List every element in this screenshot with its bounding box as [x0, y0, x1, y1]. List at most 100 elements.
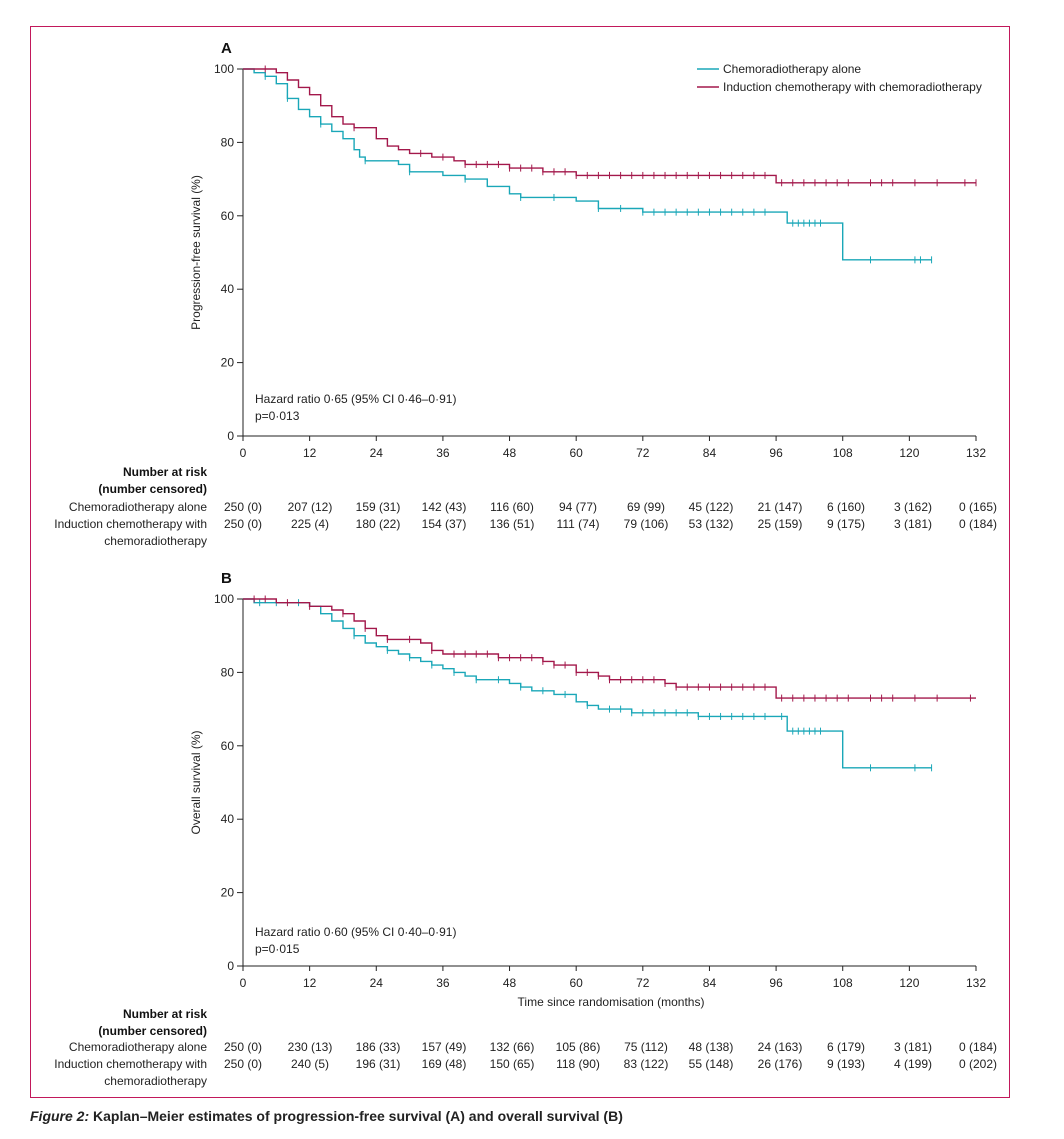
panel-b-risk-value: 196 (31) — [356, 1057, 401, 1071]
panel-b-risk-value: 4 (199) — [894, 1057, 932, 1071]
panel-a-x-tick-label: 36 — [436, 446, 450, 460]
panel-a-y-tick-label: 20 — [221, 356, 235, 370]
panel-a-risk-value: 79 (106) — [624, 517, 669, 531]
caption-label: Figure 2: — [30, 1108, 90, 1124]
panel-b-y-axis-label: Overall survival (%) — [189, 730, 203, 834]
panel-a-risk-value: 136 (51) — [490, 517, 535, 531]
panel-b-risk-value: 75 (112) — [624, 1040, 668, 1054]
panel-b-risk-value: 9 (193) — [827, 1057, 865, 1071]
panel-b-y-tick-label: 80 — [221, 665, 235, 679]
panel-b-title: B — [221, 570, 232, 587]
panel-a-x-tick-label: 24 — [370, 446, 384, 460]
panel-a-risk-header: (number censored) — [98, 482, 207, 496]
panel-b-risk-header: (number censored) — [98, 1024, 207, 1038]
panel-b-risk-value: 6 (179) — [827, 1040, 865, 1054]
panel-b-x-tick-label: 120 — [899, 976, 919, 990]
panel-a-risk-value: 142 (43) — [422, 500, 467, 514]
panel-a-risk-value: 25 (159) — [758, 517, 803, 531]
panel-a-risk-row-label: Induction chemotherapy with — [54, 517, 207, 531]
panel-b-risk-value: 169 (48) — [422, 1057, 467, 1071]
panel-b-risk-value: 157 (49) — [422, 1040, 467, 1054]
panel-a-x-tick-label: 0 — [240, 446, 247, 460]
panel-b-risk-row-label: Induction chemotherapy with — [54, 1057, 207, 1071]
panel-b-risk-row-label: chemoradiotherapy — [104, 1074, 207, 1088]
panel-b-x-tick-label: 84 — [703, 976, 717, 990]
panel-b-x-axis-label: Time since randomisation (months) — [518, 995, 705, 1009]
panel-a-title: A — [221, 40, 232, 57]
panel-b-risk-value: 250 (0) — [224, 1040, 262, 1054]
panel-a-risk-value: 111 (74) — [557, 517, 600, 531]
panel-a-y-tick-label: 60 — [221, 209, 235, 223]
panel-b-risk-value: 118 (90) — [556, 1057, 600, 1071]
panel-b-risk-value: 24 (163) — [758, 1040, 803, 1054]
panel-b-x-tick-label: 108 — [833, 976, 853, 990]
panel-b-y-tick-label: 60 — [221, 739, 235, 753]
panel-a-risk-header: Number at risk — [123, 465, 207, 479]
panel-a-risk-value: 69 (99) — [627, 500, 665, 514]
panel-a-risk-value: 21 (147) — [758, 500, 803, 514]
panel-a-hazard-annotation: p=0·013 — [255, 409, 300, 423]
panel-b-risk-value: 230 (13) — [288, 1040, 333, 1054]
panel-a-y-tick-label: 100 — [214, 62, 234, 76]
panel-a-risk-value: 53 (132) — [689, 517, 734, 531]
panel-a-series-cra-line — [243, 68, 932, 261]
panel-a-risk-value: 154 (37) — [422, 517, 467, 531]
panel-b-hazard-annotation: Hazard ratio 0·60 (95% CI 0·40–0·91) — [255, 925, 456, 939]
legend-label-cra: Chemoradiotherapy alone — [723, 62, 861, 76]
panel-b-x-tick-label: 36 — [436, 976, 450, 990]
panel-b-x-tick-label: 48 — [503, 976, 517, 990]
panel-b-series-ic-line — [243, 598, 976, 699]
panel-a-risk-value: 6 (160) — [827, 500, 865, 514]
panel-b-risk-row-label: Chemoradiotherapy alone — [69, 1040, 207, 1054]
panel-a-risk-value: 94 (77) — [559, 500, 597, 514]
panel-b-risk-value: 150 (65) — [490, 1057, 535, 1071]
panel-b-risk-value: 26 (176) — [758, 1057, 803, 1071]
panel-a-series-ic-line — [243, 68, 976, 184]
panel-a-risk-value: 250 (0) — [224, 500, 262, 514]
panel-a-x-tick-label: 60 — [570, 446, 584, 460]
panel-a-risk-value: 0 (184) — [959, 517, 997, 531]
figure-caption: Figure 2: Kaplan–Meier estimates of prog… — [30, 1108, 623, 1124]
panel-b-y-tick-label: 20 — [221, 886, 235, 900]
caption-text: Kaplan–Meier estimates of progression-fr… — [89, 1108, 623, 1124]
panel-a-x-tick-label: 12 — [303, 446, 317, 460]
panel-a-x-tick-label: 120 — [899, 446, 919, 460]
panel-a-risk-row-label: Chemoradiotherapy alone — [69, 500, 207, 514]
panel-b-y-tick-label: 40 — [221, 812, 235, 826]
panel-a-risk-value: 3 (162) — [894, 500, 932, 514]
panel-a-hazard-annotation: Hazard ratio 0·65 (95% CI 0·46–0·91) — [255, 392, 456, 406]
panel-b-risk-value: 83 (122) — [624, 1057, 669, 1071]
panel-a-x-tick-label: 72 — [636, 446, 650, 460]
panel-b-risk-value: 55 (148) — [689, 1057, 734, 1071]
figure-frame — [30, 26, 1010, 1098]
panel-b-hazard-annotation: p=0·015 — [255, 942, 300, 956]
panel-b-x-tick-label: 24 — [370, 976, 384, 990]
panel-b-risk-value: 48 (138) — [689, 1040, 734, 1054]
panel-a-y-tick-label: 80 — [221, 135, 235, 149]
panel-a-x-tick-label: 108 — [833, 446, 853, 460]
panel-b-x-tick-label: 0 — [240, 976, 247, 990]
panel-a-risk-value: 45 (122) — [689, 500, 734, 514]
panel-a-y-axis-label: Progression-free survival (%) — [189, 175, 203, 330]
panel-b-risk-value: 3 (181) — [894, 1040, 932, 1054]
panel-a-x-tick-label: 132 — [966, 446, 986, 460]
panel-b-y-tick-label: 0 — [227, 959, 234, 973]
panel-b-risk-value: 105 (86) — [556, 1040, 601, 1054]
panel-a-risk-value: 225 (4) — [291, 517, 329, 531]
panel-a-x-tick-label: 84 — [703, 446, 717, 460]
panel-b-risk-value: 186 (33) — [356, 1040, 401, 1054]
panel-a-y-tick-label: 40 — [221, 282, 235, 296]
panel-a-risk-value: 3 (181) — [894, 517, 932, 531]
panel-a-y-tick-label: 0 — [227, 429, 234, 443]
panel-b-risk-header: Number at risk — [123, 1007, 207, 1021]
panel-b-risk-value: 0 (184) — [959, 1040, 997, 1054]
panel-b-x-tick-label: 96 — [769, 976, 783, 990]
panel-b-y-tick-label: 100 — [214, 592, 234, 606]
panel-a-risk-value: 159 (31) — [356, 500, 401, 514]
panel-b-x-tick-label: 132 — [966, 976, 986, 990]
panel-a-x-tick-label: 96 — [769, 446, 783, 460]
panel-a-risk-value: 116 (60) — [490, 500, 534, 514]
panel-a-risk-row-label: chemoradiotherapy — [104, 534, 207, 548]
panel-b-risk-value: 240 (5) — [291, 1057, 329, 1071]
